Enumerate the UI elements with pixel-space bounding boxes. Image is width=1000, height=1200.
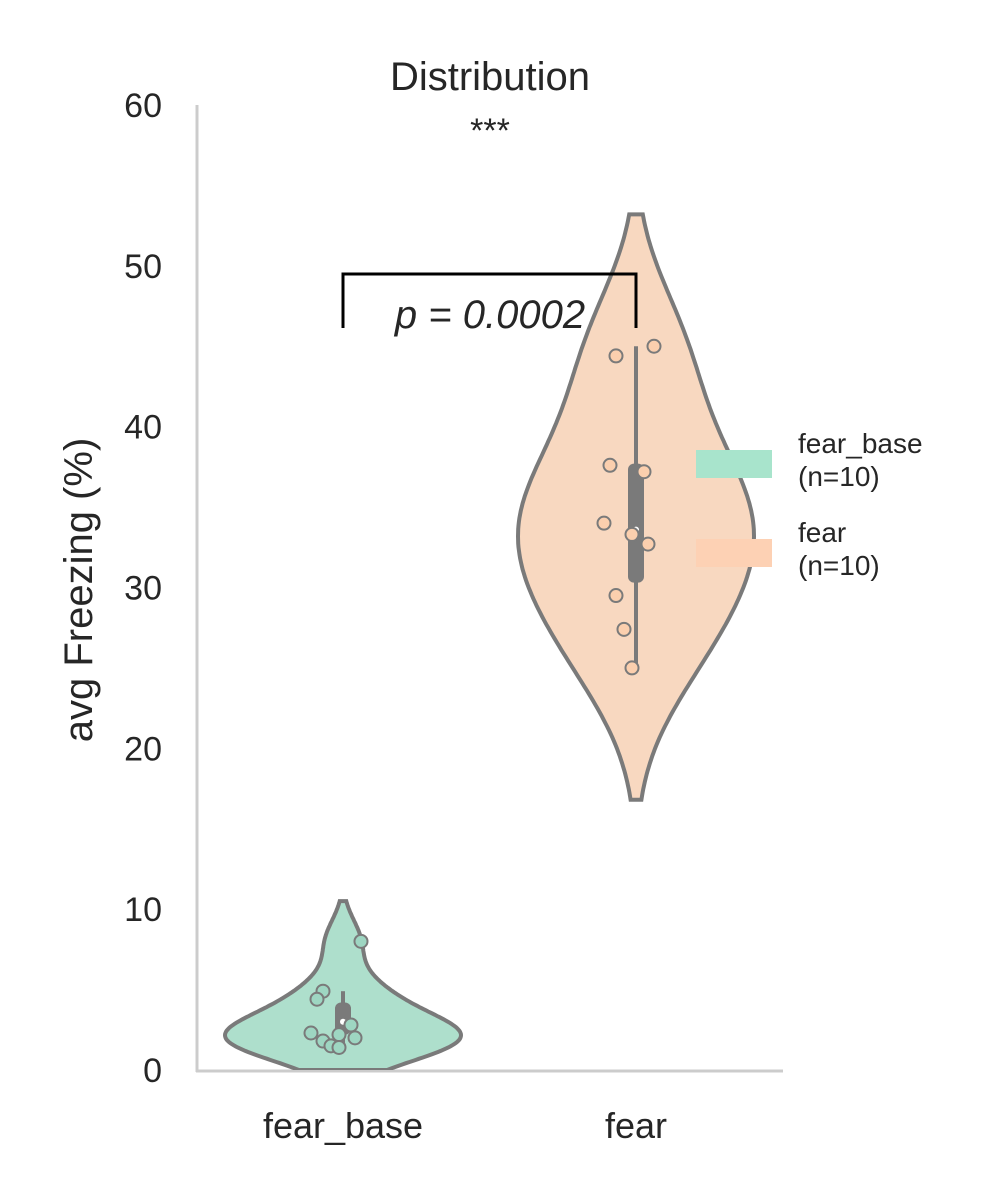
legend-label-fear_base: fear_base <box>798 428 923 459</box>
y-tick-label: 30 <box>124 570 162 608</box>
data-points <box>303 338 662 1055</box>
data-point-fear <box>602 457 618 473</box>
y-tick-label: 20 <box>124 730 162 768</box>
y-tick-label: 40 <box>124 409 162 447</box>
data-point-fear_base <box>331 1039 347 1055</box>
data-point-fear_base <box>347 1030 363 1046</box>
data-point-fear <box>596 515 612 531</box>
data-point-fear <box>640 536 656 552</box>
data-point-fear_base <box>303 1025 319 1041</box>
x-tick-label: fear <box>605 1105 667 1146</box>
violins <box>222 212 757 1070</box>
data-point-fear <box>608 588 624 604</box>
y-tick-label: 60 <box>124 87 162 125</box>
y-tick-label: 50 <box>124 248 162 286</box>
data-point-fear <box>608 348 624 364</box>
p-value-label: p = 0.0002 <box>394 293 585 337</box>
legend-count-fear_base: (n=10) <box>798 461 880 492</box>
chart-title: Distribution <box>390 55 590 99</box>
data-point-fear_base <box>343 1017 359 1033</box>
iqr-box-fear <box>628 463 644 583</box>
legend-count-fear: (n=10) <box>798 550 880 581</box>
data-point-fear <box>636 464 652 480</box>
data-point-fear <box>646 338 662 354</box>
data-point-fear_base <box>309 991 325 1007</box>
data-point-fear_base <box>353 933 369 949</box>
legend-label-fear: fear <box>798 517 846 548</box>
y-axis-label: avg Freezing (%) <box>57 438 101 743</box>
y-tick-label: 10 <box>124 891 162 929</box>
y-tick-label: 0 <box>143 1052 162 1090</box>
data-point-fear <box>616 621 632 637</box>
data-point-fear_base <box>331 1027 347 1043</box>
legend: fear_base(n=10)fear(n=10) <box>696 428 923 581</box>
significance-stars: *** <box>470 112 510 150</box>
legend-swatch-fear_base <box>696 450 772 478</box>
data-point-fear <box>624 526 640 542</box>
data-point-fear <box>624 660 640 676</box>
annotations: p = 0.0002 *** <box>341 112 638 337</box>
violin-fear_base <box>222 899 464 1070</box>
x-tick-label: fear_base <box>263 1105 423 1146</box>
axes: 0 10 20 30 40 50 60 fear_base fear <box>124 87 783 1146</box>
significance-bracket <box>341 272 638 328</box>
legend-swatch-fear <box>696 539 772 567</box>
